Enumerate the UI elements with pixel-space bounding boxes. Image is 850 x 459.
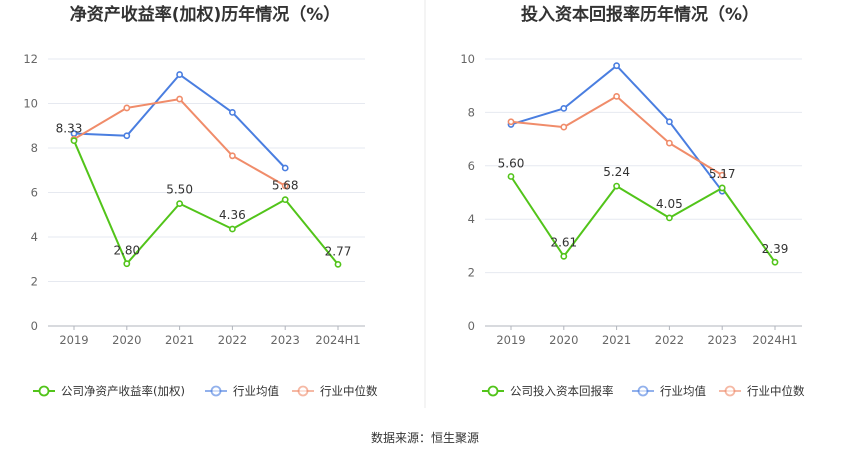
- roe-x-tick-label: 2020: [112, 333, 141, 347]
- roe-point-avg[interactable]: [228, 109, 236, 116]
- roe-y-tick-label: 8: [31, 141, 38, 155]
- roe-series-line-company: [73, 140, 339, 266]
- roic-data-label: 4.05: [656, 197, 683, 211]
- roic-x-tick-label: 2022: [655, 333, 684, 347]
- roe-y-tick-label: 4: [31, 230, 38, 244]
- roe-point-avg[interactable]: [123, 132, 131, 140]
- roe-x-tick-label: 2023: [271, 333, 300, 347]
- roic-data-label: 2.39: [762, 242, 789, 256]
- roic-x-tick-label: 2019: [496, 333, 525, 347]
- legend-item-median[interactable]: 行业中位数: [292, 384, 378, 398]
- roe-data-label: 8.33: [56, 122, 83, 136]
- roe-data-label: 2.77: [325, 244, 352, 258]
- roic-data-label: 2.61: [550, 235, 577, 249]
- roe-x-tick-label: 2019: [59, 333, 88, 347]
- roe-chart: 净资产收益率(加权)历年情况（%） 0 2 4 6 8 10 12 2019 2020 2021 2…: [23, 4, 378, 398]
- roe-point-median[interactable]: [176, 95, 183, 103]
- legend-label: 公司投入资本回报率: [510, 384, 614, 398]
- roe-y-tick-label: 6: [31, 186, 38, 200]
- roe-y-tick-label: 10: [23, 97, 38, 111]
- roe-point-company[interactable]: [70, 137, 78, 145]
- roe-y-tick-label: 2: [31, 275, 38, 289]
- roic-y-tick-label: 10: [460, 52, 475, 66]
- roic-point-company[interactable]: [507, 173, 515, 180]
- legend-label: 行业中位数: [747, 384, 805, 398]
- roe-x-tick-label: 2021: [165, 333, 194, 347]
- legend-item-median[interactable]: 行业中位数: [719, 384, 805, 398]
- roe-y-tick-label: 0: [31, 319, 38, 333]
- roe-data-label: 2.80: [113, 244, 140, 258]
- roe-point-company[interactable]: [334, 260, 342, 268]
- legend-item-company[interactable]: 公司净资产收益率(加权): [33, 384, 185, 398]
- roic-point-company[interactable]: [666, 214, 673, 222]
- legend-item-avg[interactable]: 行业均值: [632, 384, 706, 398]
- roic-series-line-company: [510, 175, 776, 263]
- legend-item-company[interactable]: 公司投入资本回报率: [482, 384, 614, 398]
- roic-point-company[interactable]: [560, 252, 568, 260]
- roic-x-tick-label: 2021: [602, 333, 631, 347]
- legend-label: 公司净资产收益率(加权): [61, 384, 185, 398]
- roe-y-tick-label: 12: [23, 52, 38, 66]
- roic-point-company[interactable]: [718, 184, 726, 192]
- roic-y-tick-label: 6: [468, 159, 475, 173]
- roe-point-median[interactable]: [228, 152, 236, 160]
- roic-data-label: 5.17: [709, 167, 736, 181]
- roic-series-line-median: [510, 95, 723, 176]
- legend-marker-icon: [297, 385, 309, 397]
- legend-marker-icon: [637, 385, 649, 397]
- roe-point-median[interactable]: [123, 104, 131, 112]
- legend-marker-icon: [210, 385, 222, 397]
- roe-point-avg[interactable]: [281, 164, 289, 172]
- roe-data-label: 5.68: [272, 179, 299, 193]
- roe-chart-title: 净资产收益率(加权)历年情况（%）: [70, 4, 341, 25]
- roe-x-tick-label: 2024H1: [315, 333, 360, 347]
- roic-point-median[interactable]: [560, 123, 568, 131]
- legend-item-avg[interactable]: 行业均值: [205, 384, 279, 398]
- roe-point-company[interactable]: [176, 200, 183, 208]
- roe-data-label: 4.36: [219, 208, 246, 222]
- roic-point-company[interactable]: [771, 258, 779, 266]
- roe-data-label: 5.50: [166, 183, 193, 197]
- legend-marker-icon: [38, 385, 50, 397]
- roic-x-tick-label: 2020: [549, 333, 578, 347]
- roic-chart: 投入资本回报率历年情况（%） 0 2 4 6 8 10 2019 2020 2021 2022 20…: [460, 4, 805, 398]
- roic-point-avg[interactable]: [560, 104, 568, 112]
- roic-y-tick-label: 0: [468, 319, 475, 333]
- legend-label: 行业均值: [660, 384, 706, 398]
- roic-point-avg[interactable]: [613, 62, 620, 70]
- roic-x-tick-label: 2023: [708, 333, 737, 347]
- roic-chart-title: 投入资本回报率历年情况（%）: [521, 4, 759, 25]
- data-source-note: 数据来源：恒生聚源: [371, 430, 479, 445]
- roic-point-median[interactable]: [507, 118, 515, 126]
- roe-point-company[interactable]: [228, 225, 236, 233]
- roe-point-company[interactable]: [281, 196, 289, 204]
- roic-point-avg[interactable]: [666, 118, 673, 126]
- roic-y-tick-label: 2: [468, 266, 475, 280]
- roic-data-label: 5.60: [498, 156, 525, 170]
- roic-point-company[interactable]: [613, 182, 620, 190]
- roic-y-tick-label: 4: [468, 212, 475, 226]
- roe-point-company[interactable]: [123, 260, 131, 268]
- legend-label: 行业均值: [233, 384, 279, 398]
- roic-point-median[interactable]: [613, 92, 620, 100]
- roe-series-line-median: [73, 98, 286, 187]
- legend-marker-icon: [724, 385, 736, 397]
- roe-point-median[interactable]: [281, 182, 289, 190]
- roic-x-tick-label: 2024H1: [752, 333, 797, 347]
- roic-y-tick-label: 8: [468, 105, 475, 119]
- roe-x-tick-label: 2022: [218, 333, 247, 347]
- legend-label: 行业中位数: [320, 384, 378, 398]
- legend-marker-icon: [487, 385, 499, 397]
- roe-point-avg[interactable]: [176, 71, 183, 78]
- roic-point-median[interactable]: [718, 171, 726, 179]
- roic-data-label: 5.24: [603, 165, 630, 179]
- roic-point-median[interactable]: [666, 139, 673, 147]
